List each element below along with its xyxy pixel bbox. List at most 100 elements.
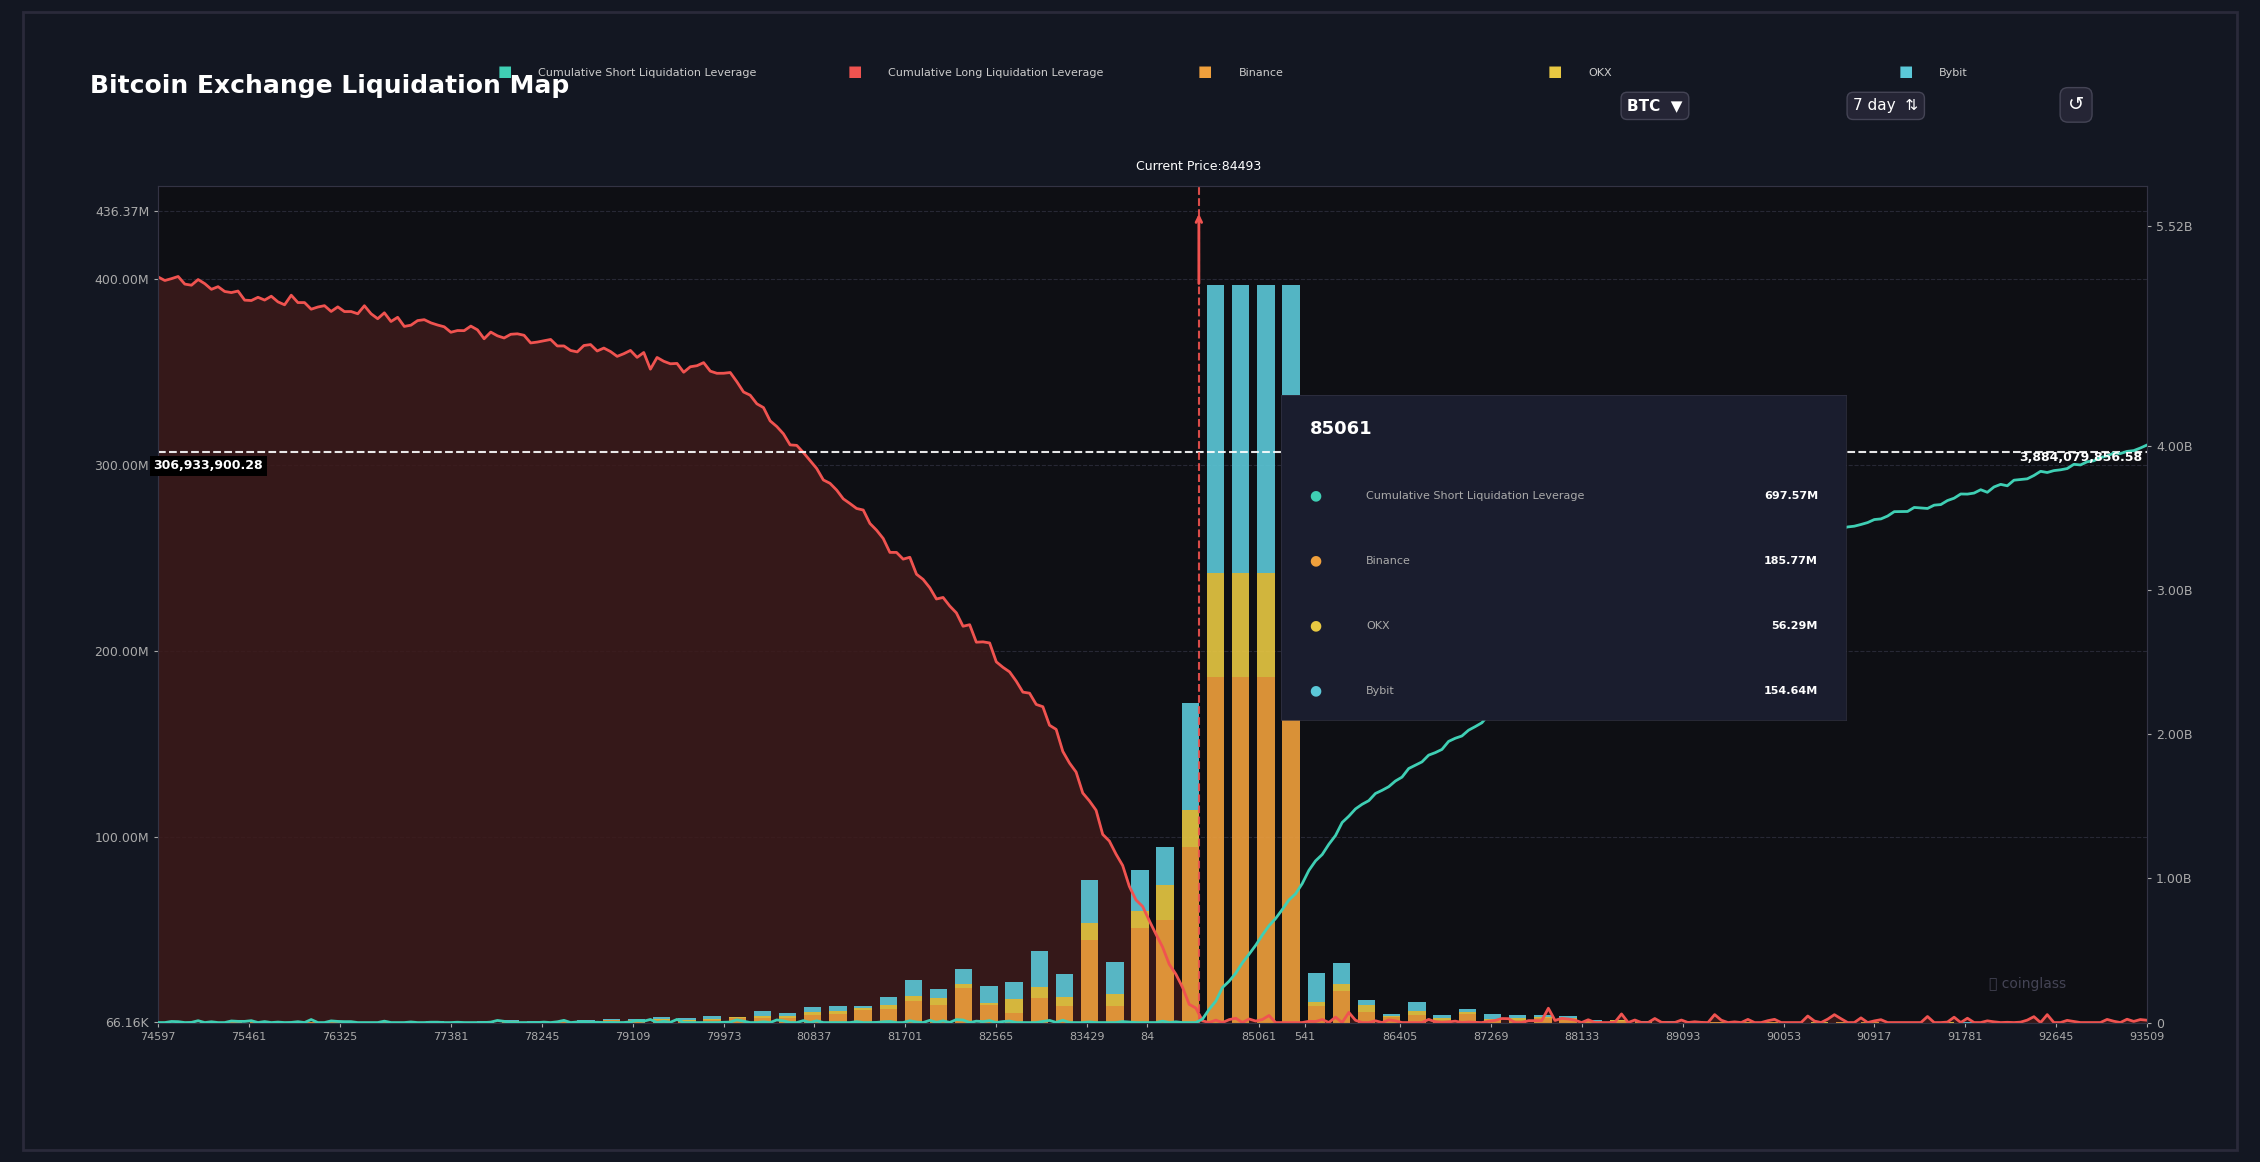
Bar [753, 1018, 771, 1023]
Bar [1105, 962, 1123, 994]
Bar [805, 1012, 820, 1014]
Bar [1333, 984, 1349, 991]
Text: ●: ● [1309, 618, 1322, 632]
Bar [780, 1018, 796, 1023]
Bar [1309, 1003, 1324, 1006]
Text: ■: ■ [1198, 64, 1211, 79]
Bar [1458, 1009, 1476, 1012]
Bar [1559, 1019, 1577, 1023]
Bar [879, 1009, 897, 1023]
Bar [879, 997, 897, 1005]
Bar [1458, 1012, 1476, 1014]
Bar [929, 1005, 947, 1023]
Bar [1207, 677, 1225, 1023]
Bar [1157, 847, 1173, 885]
Bar [1433, 1016, 1451, 1018]
Bar [728, 1018, 746, 1023]
Text: 154.64M: 154.64M [1763, 687, 1817, 696]
Bar [1031, 951, 1049, 987]
Bar [551, 1021, 570, 1023]
Bar [1182, 847, 1200, 1023]
Text: 56.29M: 56.29M [1772, 622, 1817, 631]
Bar [805, 1007, 820, 1012]
Bar [1105, 994, 1123, 1006]
Text: Bybit: Bybit [1939, 67, 1968, 78]
Bar [879, 1005, 897, 1009]
Bar [829, 1006, 848, 1011]
Bar [1510, 1014, 1526, 1018]
Bar [981, 1005, 997, 1023]
Bar [1333, 991, 1349, 1023]
Text: OKX: OKX [1589, 67, 1611, 78]
Bar [1157, 885, 1173, 920]
Bar [1358, 1000, 1376, 1005]
Text: 306,933,900.28: 306,933,900.28 [154, 459, 264, 472]
Text: Binance: Binance [1365, 557, 1410, 566]
Bar [703, 1017, 721, 1019]
Bar [603, 1020, 619, 1023]
Text: Cumulative Short Liquidation Leverage: Cumulative Short Liquidation Leverage [538, 67, 757, 78]
Bar [703, 1020, 721, 1023]
Bar [579, 1020, 594, 1021]
Bar [1257, 573, 1275, 677]
Text: 3,884,079,856.58: 3,884,079,856.58 [2020, 451, 2142, 464]
Bar [956, 984, 972, 988]
Bar [1584, 1021, 1602, 1023]
Bar [1609, 1020, 1627, 1023]
Text: ●: ● [1309, 683, 1322, 697]
Text: ■: ■ [1548, 64, 1562, 79]
Bar [829, 1011, 848, 1014]
Bar [1535, 1016, 1553, 1017]
Bar [1006, 999, 1024, 1012]
Text: 185.77M: 185.77M [1765, 557, 1817, 566]
Bar [1510, 1018, 1526, 1020]
Bar [1132, 927, 1148, 1023]
Bar [1006, 982, 1024, 999]
Bar [1182, 810, 1200, 847]
Bar [1207, 285, 1225, 573]
Text: Cumulative Long Liquidation Leverage: Cumulative Long Liquidation Leverage [888, 67, 1103, 78]
Bar [1333, 963, 1349, 984]
Text: ■: ■ [497, 64, 511, 79]
Bar [981, 985, 997, 1003]
Bar [904, 1002, 922, 1023]
Bar [653, 1020, 671, 1023]
Bar [1559, 1016, 1577, 1018]
Text: Cumulative Short Liquidation Leverage: Cumulative Short Liquidation Leverage [1365, 492, 1584, 501]
Text: ●: ● [1309, 553, 1322, 567]
Bar [1383, 1016, 1401, 1017]
Bar [1257, 285, 1275, 573]
Bar [1207, 573, 1225, 677]
Text: ↺: ↺ [2068, 95, 2084, 114]
Bar [904, 996, 922, 1002]
Bar [1132, 870, 1148, 911]
Bar [628, 1020, 644, 1023]
Bar [1309, 1006, 1324, 1023]
Bar [1232, 573, 1250, 677]
Bar [929, 989, 947, 998]
Bar [780, 1016, 796, 1018]
Text: ■: ■ [848, 64, 861, 79]
Bar [829, 1014, 848, 1023]
Bar [1358, 1012, 1376, 1023]
Bar [854, 1006, 872, 1007]
Bar [1105, 1006, 1123, 1023]
Bar [854, 1011, 872, 1023]
Bar [753, 1011, 771, 1017]
Bar [1281, 285, 1299, 573]
Bar [1510, 1020, 1526, 1023]
Bar [1485, 1020, 1501, 1023]
Bar [1257, 677, 1275, 1023]
Text: OKX: OKX [1365, 622, 1390, 631]
Bar [678, 1020, 696, 1021]
Bar [956, 969, 972, 984]
Bar [1383, 1014, 1401, 1016]
Text: BTC  ▼: BTC ▼ [1627, 99, 1684, 114]
Bar [1485, 1014, 1501, 1019]
Bar [1433, 1018, 1451, 1020]
Bar [653, 1018, 671, 1019]
Bar [1055, 1006, 1074, 1023]
Bar [1383, 1017, 1401, 1023]
Bar [1080, 924, 1098, 940]
Bar [854, 1007, 872, 1011]
